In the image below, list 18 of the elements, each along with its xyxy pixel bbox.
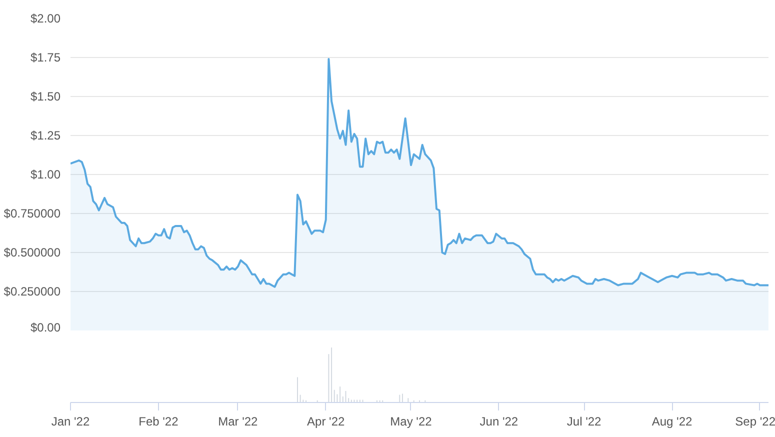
- x-tick-label: Jan '22: [51, 414, 90, 428]
- y-tick-label: $0.500000: [4, 246, 61, 260]
- x-tick-label: Jun '22: [480, 414, 518, 428]
- x-tick-label: May '22: [390, 414, 432, 428]
- x-tick-label: Apr '22: [307, 414, 346, 428]
- y-tick-label: $0.750000: [4, 206, 61, 220]
- y-tick-label: $1.00: [30, 168, 61, 182]
- y-tick-label: $1.75: [30, 50, 61, 64]
- y-tick-label: $1.25: [30, 128, 61, 142]
- y-tick-label: $0.250000: [4, 284, 61, 298]
- y-tick-label: $1.50: [30, 90, 61, 104]
- x-tick-label: Feb '22: [138, 414, 179, 428]
- y-tick-label: $0.00: [30, 320, 61, 334]
- x-tick-label: Mar '22: [218, 414, 258, 428]
- x-tick-label: Jul '22: [566, 414, 602, 428]
- x-tick-label: Sep '22: [735, 414, 775, 428]
- x-tick-label: Aug '22: [652, 414, 693, 428]
- y-tick-label: $2.00: [30, 12, 61, 26]
